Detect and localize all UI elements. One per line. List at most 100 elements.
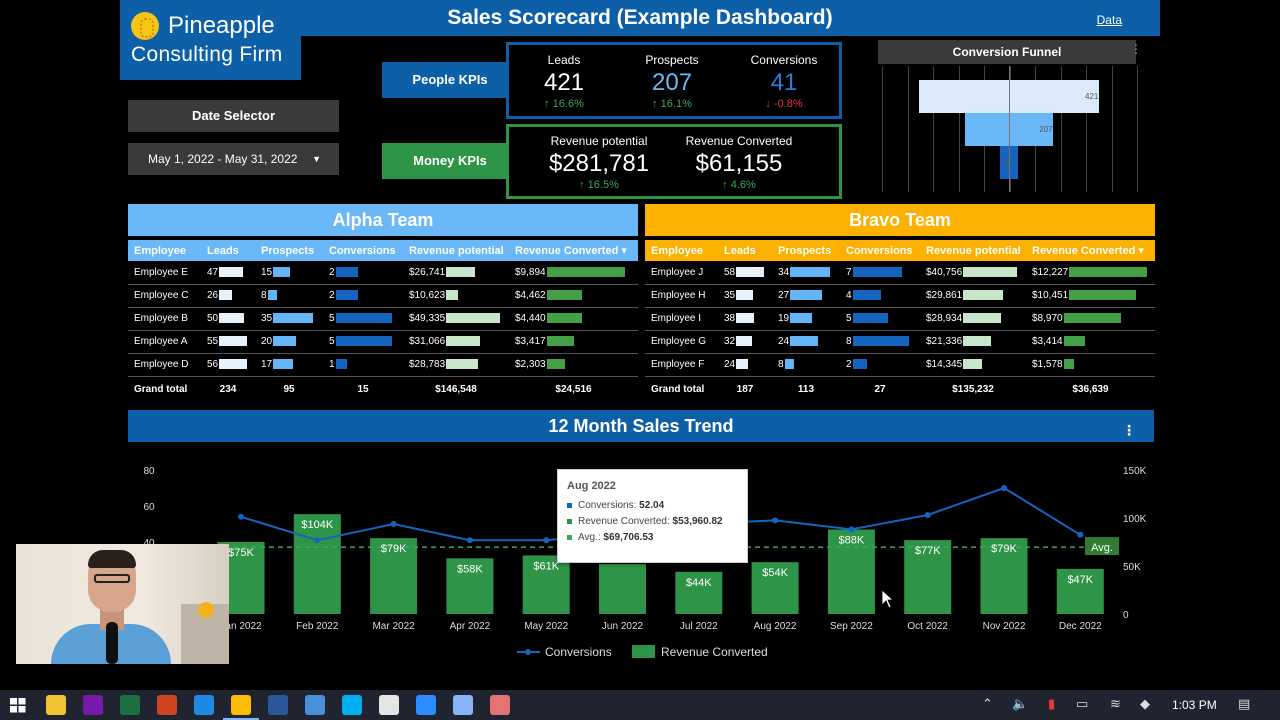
cell-value: $8,970 [1032,313,1063,324]
revenue-bar[interactable] [675,571,723,614]
table-row[interactable]: Employee C 26 8 2 $10,623 $4,462 [128,284,638,308]
table-row[interactable]: Employee E 47 15 2 $26,741 $9,894 [128,261,638,285]
column-header-conversions[interactable]: Conversions [323,240,403,261]
word-icon[interactable] [268,695,288,715]
cell-value: 32 [724,336,736,347]
conversions-point[interactable] [772,517,779,524]
cell-rev_converted: $3,417 [509,330,638,354]
revenue-bar[interactable] [446,558,494,614]
funnel-bar-conversions[interactable] [1000,146,1018,179]
battery-warning-icon[interactable]: ▮ [1048,696,1056,711]
legend-conversions[interactable]: Conversions [545,645,612,659]
table-row[interactable]: Employee I 38 19 5 $28,934 $8,970 [645,307,1155,331]
revenue-bar[interactable] [827,529,875,614]
column-header-revenue-potential[interactable]: Revenue potential [920,240,1026,261]
powerpoint-icon[interactable] [157,695,177,715]
conversions-point[interactable] [466,537,473,544]
sort-desc-icon[interactable]: ▾ [1135,245,1144,257]
conversions-point[interactable] [1077,531,1084,538]
skype-icon[interactable] [342,695,362,715]
file-explorer-icon[interactable] [46,695,66,715]
revenue-bar[interactable] [599,564,646,614]
notifications-icon[interactable]: ▤ [1238,696,1251,711]
column-header-revenue-potential[interactable]: Revenue potential [403,240,509,261]
excel-icon[interactable] [120,695,140,715]
funnel-bar-prospects[interactable] [964,113,1054,146]
paint-icon[interactable] [490,695,510,715]
table-row[interactable]: Employee D 56 17 1 $28,783 $2,303 [128,353,638,377]
funnel-gridline [1137,66,1138,192]
volume-icon[interactable]: 🔈 [1012,696,1029,711]
chart-menu-icon[interactable]: ⋮ [1122,422,1136,438]
cell-value: 4 [846,290,852,301]
conversions-point[interactable] [924,512,931,518]
taskbar-clock[interactable]: 1:03 PM [1172,698,1217,712]
table-row[interactable]: Employee B 50 35 5 $49,335 $4,440 [128,307,638,331]
average-marker-icon [567,534,572,540]
cell-value: Employee A [134,336,188,347]
kpi-name: Leads [547,53,581,67]
conversions-point[interactable] [848,526,855,533]
column-header-revenue-converted[interactable]: Revenue Converted ▾ [509,240,638,261]
table-row[interactable]: Employee A 55 20 5 $31,066 $3,417 [128,330,638,354]
slack-icon[interactable] [379,695,399,715]
sales-trend-chart[interactable]: 80 60 40 150K 100K 50K 0 Avg. $75K $104K $79K $58K $… [120,455,1160,665]
conversions-point[interactable] [543,537,550,544]
revenue-bar[interactable] [751,562,799,614]
column-header-leads[interactable]: Leads [201,240,255,261]
dropbox-icon[interactable]: ◆ [1140,696,1150,711]
column-header-revenue-converted[interactable]: Revenue Converted ▾ [1026,240,1155,261]
cell-conversions: 7 [840,261,920,285]
total-leads: 234 [219,383,237,395]
table-row[interactable]: Employee F 24 8 2 $14,345 $1,578 [645,353,1155,377]
windows-start-icon[interactable] [8,695,28,715]
remote-desktop-icon[interactable] [305,695,325,715]
revenue-bar[interactable] [904,540,952,614]
data-link[interactable]: Data [1096,13,1122,27]
column-header-prospects[interactable]: Prospects [255,240,323,261]
conversions-point[interactable] [238,513,244,520]
wifi-icon[interactable]: ≋ [1110,696,1121,711]
kpi-leads: Leads 421 ↑ 16.6% [529,53,599,110]
edge-icon[interactable] [194,695,214,715]
cell-value: $28,934 [926,313,963,324]
settings-app-icon[interactable] [453,695,473,715]
conversion-funnel[interactable]: Conversion Funnel ⋮ 421 207 41 [878,40,1142,192]
date-range-value: May 1, 2022 - May 31, 2022 [148,152,298,166]
revenue-bar[interactable] [370,538,418,614]
people-kpis-box: Leads 421 ↑ 16.6% Prospects 207 ↑ 16.1% Conver… [506,42,842,119]
battery-icon[interactable]: ▭ [1076,696,1089,711]
cell-value: $3,417 [515,336,546,347]
date-range-dropdown[interactable]: May 1, 2022 - May 31, 2022 ▼ [128,143,339,175]
legend-revenue[interactable]: Revenue Converted [661,645,768,659]
chrome-icon[interactable] [223,695,259,720]
revenue-bar[interactable] [293,514,341,614]
conversions-point[interactable] [390,521,397,527]
cell-bar [335,313,392,324]
revenue-bar[interactable] [980,538,1028,614]
cell-rev_potential: $28,934 [920,307,1026,331]
table-row[interactable]: Employee H 35 27 4 $29,861 $10,451 [645,284,1155,308]
cell-value: 38 [724,313,736,324]
bravo-team-title: Bravo Team [645,204,1155,236]
table-row[interactable]: Employee G 32 24 8 $21,336 $3,414 [645,330,1155,354]
conversions-point[interactable] [1001,485,1007,491]
show-hidden-icons-icon[interactable]: ⌃ [982,696,993,711]
column-header-leads[interactable]: Leads [718,240,772,261]
table-row[interactable]: Employee J 58 34 7 $40,756 $12,227 [645,261,1155,285]
kpi-name: Revenue Converted [685,134,793,148]
conversions-point[interactable] [314,537,321,544]
column-header-employee[interactable]: Employee [128,240,201,261]
column-header-prospects[interactable]: Prospects [772,240,840,261]
sort-desc-icon[interactable]: ▾ [618,245,627,257]
zoom-icon[interactable] [416,695,436,715]
cell-employee: Employee C [128,284,201,308]
column-header-conversions[interactable]: Conversions [840,240,920,261]
revenue-bar[interactable] [1056,568,1104,614]
cell-bar [736,336,752,347]
column-header-employee[interactable]: Employee [645,240,718,261]
funnel-menu-icon[interactable]: ⋮ [1130,42,1142,56]
revenue-bar[interactable] [522,555,570,614]
onenote-icon[interactable] [83,695,103,715]
kpi-delta-value: 4.6% [730,179,756,191]
